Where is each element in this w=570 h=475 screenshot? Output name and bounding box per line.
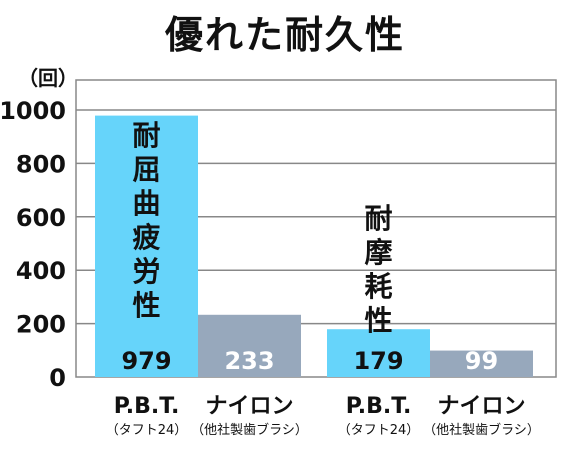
bar-annotation-char: 屈 [132, 153, 160, 186]
bar-value-label: 99 [465, 347, 498, 375]
y-tick-label: 600 [16, 204, 66, 232]
bar-annotation-char: 性 [132, 289, 160, 322]
category-label: ナイロン [205, 394, 293, 419]
chart-title: 優れた耐久性 [164, 13, 405, 57]
y-tick-label: 0 [49, 364, 66, 392]
category-label: ナイロン [437, 394, 525, 419]
bar-annotation-char: 曲 [132, 187, 160, 220]
category-sublabel: （他社製歯ブラシ） [191, 422, 308, 438]
bar-annotation-char: 耗 [364, 270, 392, 303]
y-tick-label: 200 [16, 311, 66, 339]
category-sublabel: （他社製歯ブラシ） [423, 422, 540, 438]
bar-annotation-char: 耐 [364, 202, 392, 235]
bar-annotation-char: 労 [132, 255, 160, 288]
y-axis-unit-label: （回） [18, 66, 78, 90]
bar [327, 329, 430, 377]
bar [430, 350, 533, 377]
y-tick-label: 400 [16, 257, 66, 285]
bar-annotation-char: 性 [364, 304, 392, 337]
category-sublabel: （タフト24） [338, 423, 420, 438]
bar [95, 115, 198, 378]
bar-value-label: 979 [121, 347, 171, 375]
category-sublabel: （タフト24） [106, 423, 188, 438]
category-label: P.B.T. [346, 394, 412, 419]
bar-value-label: 179 [353, 347, 403, 375]
bar-value-label: 233 [224, 347, 274, 375]
bar-annotation-char: 疲 [132, 221, 160, 254]
bar-annotation-char: 耐 [132, 119, 160, 152]
bar [198, 314, 301, 377]
bar-annotation-char: 摩 [364, 236, 392, 269]
y-tick-label: 1000 [0, 97, 66, 125]
category-label: P.B.T. [114, 394, 180, 419]
y-tick-label: 800 [16, 150, 66, 178]
